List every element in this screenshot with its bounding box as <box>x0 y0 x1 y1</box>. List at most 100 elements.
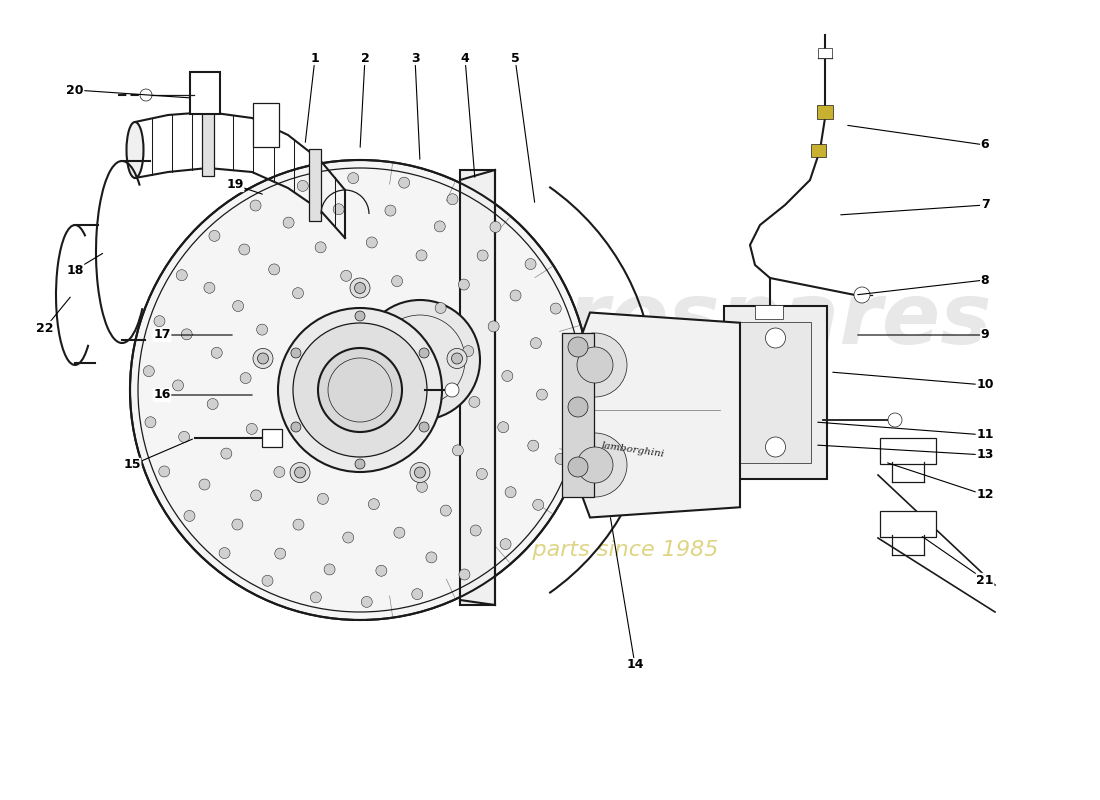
Circle shape <box>426 552 437 563</box>
Circle shape <box>416 250 427 261</box>
Circle shape <box>411 589 422 600</box>
Circle shape <box>293 323 427 457</box>
Circle shape <box>376 566 387 576</box>
Circle shape <box>246 423 257 434</box>
Circle shape <box>568 457 588 477</box>
Circle shape <box>766 437 785 457</box>
Circle shape <box>565 403 576 414</box>
Circle shape <box>459 569 470 580</box>
Circle shape <box>419 348 429 358</box>
Text: 10: 10 <box>977 378 993 391</box>
Circle shape <box>530 338 541 349</box>
Circle shape <box>290 348 301 358</box>
Text: 6: 6 <box>981 138 989 151</box>
Circle shape <box>392 276 403 286</box>
Circle shape <box>251 490 262 501</box>
Text: 19: 19 <box>227 178 244 191</box>
Circle shape <box>293 288 304 298</box>
Text: 18: 18 <box>66 263 84 277</box>
Circle shape <box>578 347 613 383</box>
Circle shape <box>211 347 222 358</box>
Polygon shape <box>575 313 740 518</box>
Circle shape <box>348 173 359 184</box>
Circle shape <box>324 564 336 575</box>
FancyBboxPatch shape <box>460 170 495 605</box>
Circle shape <box>434 221 446 232</box>
Circle shape <box>256 324 267 335</box>
Circle shape <box>250 200 261 211</box>
Text: 9: 9 <box>981 329 989 342</box>
FancyBboxPatch shape <box>755 305 783 319</box>
Circle shape <box>361 596 372 607</box>
FancyBboxPatch shape <box>817 105 833 119</box>
FancyBboxPatch shape <box>202 104 215 176</box>
Circle shape <box>143 366 154 377</box>
Circle shape <box>318 348 402 432</box>
Circle shape <box>470 525 481 536</box>
Text: 11: 11 <box>977 429 993 442</box>
Circle shape <box>385 205 396 216</box>
Text: 13: 13 <box>977 449 993 462</box>
Circle shape <box>563 333 627 397</box>
Circle shape <box>469 397 480 407</box>
FancyBboxPatch shape <box>253 103 279 147</box>
Circle shape <box>528 440 539 451</box>
Text: 2: 2 <box>361 51 370 65</box>
Circle shape <box>268 264 279 275</box>
Circle shape <box>854 287 870 303</box>
Circle shape <box>257 353 268 364</box>
Text: 22: 22 <box>36 322 54 334</box>
Circle shape <box>219 547 230 558</box>
Circle shape <box>563 433 627 497</box>
Circle shape <box>130 160 590 620</box>
Circle shape <box>564 352 575 363</box>
Circle shape <box>318 494 329 504</box>
Circle shape <box>398 177 409 188</box>
Circle shape <box>410 462 430 482</box>
FancyBboxPatch shape <box>190 72 220 114</box>
Circle shape <box>436 302 447 314</box>
Text: 4: 4 <box>461 51 470 65</box>
Circle shape <box>532 499 543 510</box>
Circle shape <box>350 278 370 298</box>
Circle shape <box>459 279 470 290</box>
Circle shape <box>184 510 195 522</box>
Circle shape <box>502 370 513 382</box>
FancyBboxPatch shape <box>811 144 826 157</box>
Text: eurospares: eurospares <box>448 278 992 362</box>
Circle shape <box>290 462 310 482</box>
Circle shape <box>419 422 429 432</box>
Circle shape <box>295 467 306 478</box>
Circle shape <box>394 527 405 538</box>
Ellipse shape <box>126 122 143 178</box>
Circle shape <box>452 445 463 456</box>
Circle shape <box>315 242 326 253</box>
Circle shape <box>550 303 561 314</box>
Circle shape <box>415 467 426 478</box>
Text: lamborghini: lamborghini <box>601 441 666 459</box>
Circle shape <box>578 447 613 483</box>
Circle shape <box>477 250 488 261</box>
Circle shape <box>274 466 285 478</box>
Circle shape <box>199 479 210 490</box>
Text: 1: 1 <box>310 51 319 65</box>
Circle shape <box>510 290 521 301</box>
Circle shape <box>446 383 459 397</box>
Circle shape <box>568 337 588 357</box>
Circle shape <box>447 194 458 205</box>
Circle shape <box>505 486 516 498</box>
FancyBboxPatch shape <box>740 322 811 463</box>
Circle shape <box>290 422 301 432</box>
Circle shape <box>333 204 344 214</box>
Circle shape <box>568 397 588 417</box>
Circle shape <box>440 505 451 516</box>
Circle shape <box>355 311 365 321</box>
Circle shape <box>173 380 184 391</box>
Circle shape <box>354 282 365 294</box>
Circle shape <box>240 373 251 383</box>
FancyBboxPatch shape <box>309 149 321 221</box>
Circle shape <box>537 389 548 400</box>
Circle shape <box>488 321 499 332</box>
Circle shape <box>232 301 243 311</box>
Circle shape <box>154 316 165 326</box>
